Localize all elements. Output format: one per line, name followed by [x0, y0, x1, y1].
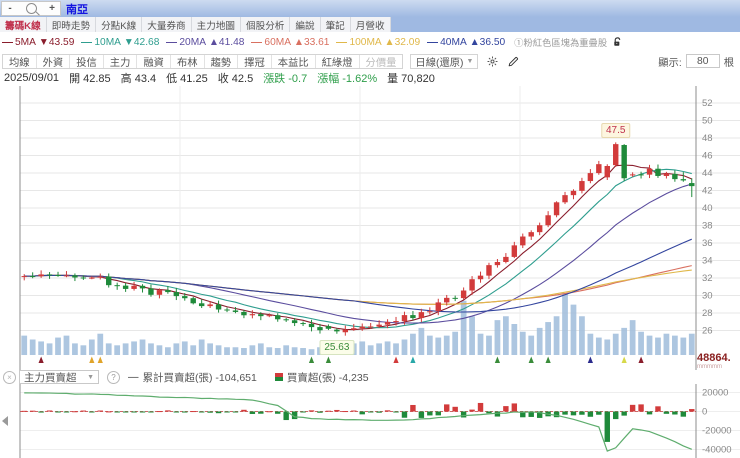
svg-text:50: 50: [702, 116, 713, 127]
svg-text:0: 0: [702, 407, 707, 418]
svg-text:44: 44: [702, 168, 713, 179]
svg-text:-20000: -20000: [702, 426, 732, 437]
svg-text:40: 40: [702, 203, 713, 214]
svg-text:30: 30: [702, 291, 713, 302]
svg-text:42: 42: [702, 186, 713, 197]
svg-text:20000: 20000: [702, 388, 728, 399]
svg-text:36: 36: [702, 238, 713, 249]
svg-text:38: 38: [702, 221, 713, 232]
svg-text:46: 46: [702, 151, 713, 162]
svg-text:26: 26: [702, 326, 713, 337]
svg-text:32: 32: [702, 273, 713, 284]
svg-text:-40000: -40000: [702, 445, 732, 456]
svg-text:48: 48: [702, 133, 713, 144]
svg-text:34: 34: [702, 256, 713, 267]
svg-text:52: 52: [702, 98, 713, 109]
svg-text:28: 28: [702, 308, 713, 319]
